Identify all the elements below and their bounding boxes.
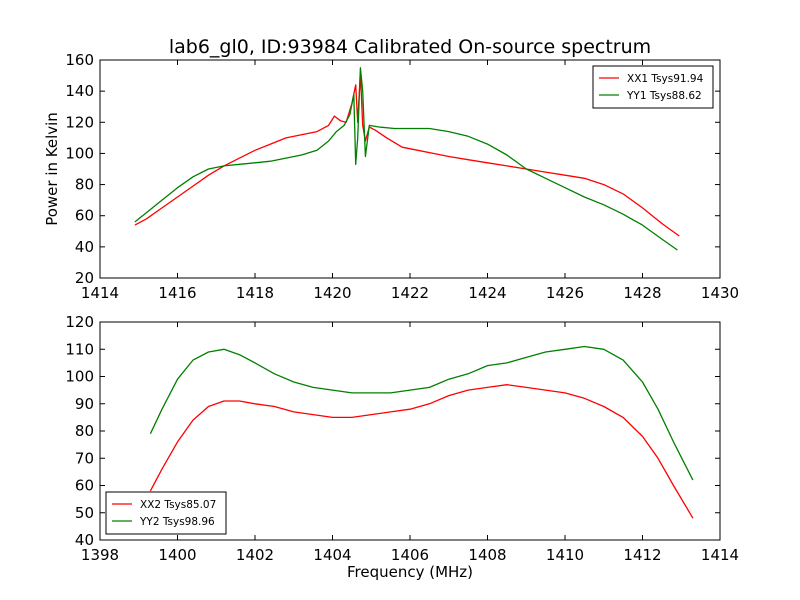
y-tick-label: 50: [75, 504, 94, 522]
y-tick-label: 80: [75, 176, 94, 194]
y-tick-label: 120: [65, 313, 94, 331]
legend-label: YY2 Tsys98.96: [139, 516, 215, 528]
legend-box: [592, 65, 714, 109]
x-tick-label: 1408: [468, 546, 506, 564]
y-tick-label: 20: [75, 269, 94, 287]
legend: XX1 Tsys91.94 YY1 Tsys88.62: [592, 65, 714, 109]
y-tick-label: 60: [75, 207, 94, 225]
y-tick-label: 100: [65, 368, 94, 386]
series-line-yy2: [149, 345, 694, 481]
x-tick-label: 1418: [236, 284, 274, 302]
x-tick-label: 1412: [623, 546, 661, 564]
y-tick-label: 120: [65, 113, 94, 131]
y-tick-label: 80: [75, 422, 94, 440]
y-tick-label: 60: [75, 477, 94, 495]
x-tick-label: 1420: [313, 284, 351, 302]
y-tick-label: 140: [65, 82, 94, 100]
x-tick-label: 1406: [391, 546, 429, 564]
y-tick-label: 70: [75, 449, 94, 467]
series-line-xx1: [134, 71, 680, 237]
x-tick-label: 1414: [81, 284, 119, 302]
legend-label: XX2 Tsys85.07: [140, 499, 216, 511]
x-tick-label: 1430: [701, 284, 739, 302]
top-spectrum-plot: 1414 1416 1418 1420 1422 1424 1426 1428 1430 20 40…: [43, 51, 739, 302]
x-tick-label: 1422: [391, 284, 429, 302]
legend-label: YY1 Tsys88.62: [626, 90, 702, 102]
y-tick-label: 100: [65, 144, 94, 162]
x-tick-label: 1410: [546, 546, 584, 564]
y-tick-label: 110: [65, 340, 94, 358]
x-tick-label: 1428: [623, 284, 661, 302]
y-tick-label: 160: [65, 51, 94, 69]
x-tick-label: 1398: [81, 546, 119, 564]
x-axis-label: Frequency (MHz): [347, 563, 473, 581]
x-tick-label: 1414: [701, 546, 739, 564]
y-tick-label: 40: [75, 531, 94, 549]
legend-label: XX1 Tsys91.94: [627, 73, 704, 85]
x-tick-label: 1400: [158, 546, 196, 564]
legend-box: [105, 491, 227, 535]
bottom-spectrum-plot: 1398 1400 1402 1404 1406 1408 1410 1412 1414 40 50…: [65, 313, 739, 581]
y-axis-label: Power in Kelvin: [43, 112, 61, 226]
series-line-yy1: [134, 67, 678, 251]
series-line-xx2: [149, 384, 694, 519]
y-tick-label: 90: [75, 395, 94, 413]
legend: XX2 Tsys85.07 YY2 Tsys98.96: [105, 491, 227, 535]
y-tick-label: 40: [75, 238, 94, 256]
x-tick-label: 1402: [236, 546, 274, 564]
x-tick-label: 1416: [158, 284, 196, 302]
chart-title: lab6_gl0, ID:93984 Calibrated On-source …: [169, 36, 651, 58]
x-tick-label: 1426: [546, 284, 584, 302]
x-tick-label: 1424: [468, 284, 506, 302]
x-tick-label: 1404: [313, 546, 351, 564]
